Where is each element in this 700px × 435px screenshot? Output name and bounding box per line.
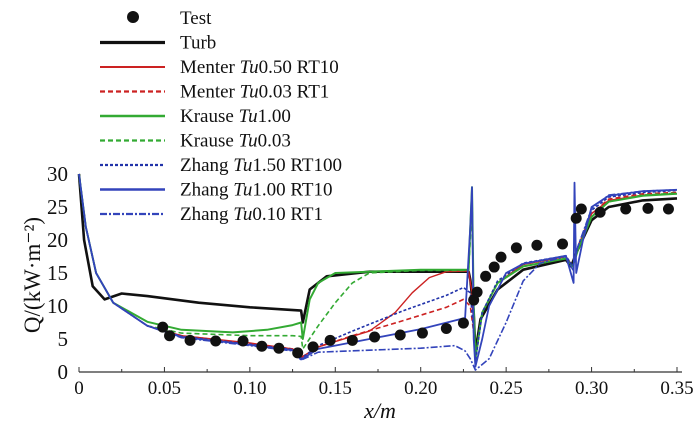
test-data-point: [256, 340, 268, 352]
test-data-point: [369, 331, 381, 343]
x-tick-label: 0.15: [319, 378, 352, 399]
legend-label: Krause Tu1.00: [180, 106, 291, 127]
test-data-point: [416, 327, 428, 339]
y-tick-label: 20: [47, 228, 68, 252]
test-data-point: [210, 335, 222, 347]
x-tick-label: 0: [74, 378, 84, 399]
x-tick-label: 0.30: [575, 378, 608, 399]
axes: 0 0.05 0.10 0.15 0.20 0.25 0.30 0.35 0 5 10 15 20 25 3…: [47, 162, 694, 399]
test-data-point: [575, 203, 587, 215]
x-tick-label: 0.20: [404, 378, 437, 399]
legend-label: Zhang Tu1.00 RT10: [180, 180, 332, 201]
legend-label: Turb: [180, 33, 216, 54]
legend-label: Krause Tu0.03: [180, 131, 291, 152]
test-data-point: [307, 341, 319, 353]
y-tick-label: 15: [47, 261, 68, 285]
x-tick-label: 0.25: [490, 378, 523, 399]
legend: Test Turb Menter Tu0.50 RT10 Menter Tu0.03 …: [100, 8, 342, 225]
test-data-point: [594, 206, 606, 218]
test-data-point: [157, 321, 169, 333]
test-data-point: [480, 270, 492, 282]
test-data-point: [488, 261, 500, 273]
legend-label: Menter Tu0.50 RT10: [180, 57, 339, 78]
x-tick-label: 0.05: [148, 378, 181, 399]
test-data-point: [642, 202, 654, 214]
y-tick-label: 25: [47, 195, 68, 219]
legend-label-test: Test: [180, 8, 212, 29]
y-tick-label: 10: [47, 294, 68, 318]
legend-label: Menter Tu0.03 RT1: [180, 82, 329, 103]
test-data-point: [457, 317, 469, 329]
test-data-point: [510, 242, 522, 254]
test-data-point: [557, 238, 569, 250]
test-data-point: [394, 329, 406, 341]
test-data-point: [324, 334, 336, 346]
test-data-point: [495, 251, 507, 263]
x-tick-label: 0.10: [233, 378, 266, 399]
test-data-point: [292, 347, 304, 359]
x-axis-label: x/m: [363, 398, 396, 423]
plot-area: [77, 173, 678, 371]
x-tick-label: 0.35: [660, 378, 693, 399]
test-data-point: [440, 322, 452, 334]
y-axis-label: Q/(kW·m⁻²): [20, 217, 45, 333]
legend-marker-test: [127, 11, 139, 23]
legend-label: Zhang Tu0.10 RT1: [180, 204, 323, 225]
y-tick-label: 5: [58, 327, 69, 351]
test-data-point: [273, 342, 285, 354]
test-data-point: [164, 330, 176, 342]
y-tick-label: 0: [58, 360, 69, 384]
test-data-point: [662, 203, 674, 215]
test-data-point: [184, 334, 196, 346]
test-data-point: [531, 239, 543, 251]
test-data-point: [346, 334, 358, 346]
test-data-point: [570, 212, 582, 224]
test-data-point: [237, 335, 249, 347]
legend-label: Zhang Tu1.50 RT100: [180, 155, 342, 176]
y-tick-label: 30: [47, 162, 68, 186]
test-data-point: [620, 203, 632, 215]
test-data-point: [471, 286, 483, 298]
